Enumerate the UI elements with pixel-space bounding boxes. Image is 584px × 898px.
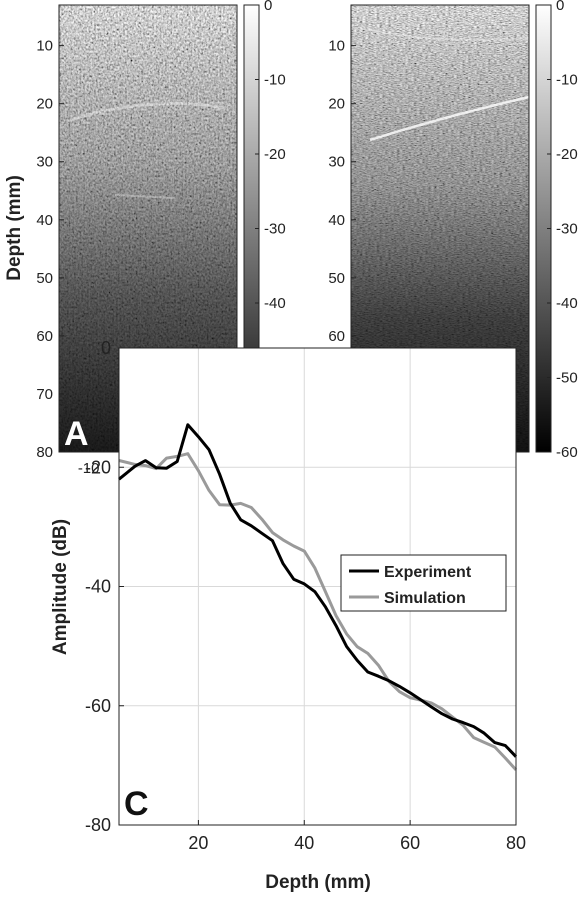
panel-a-interface-line <box>69 102 226 122</box>
panel-c-xtick-label: 20 <box>188 833 208 853</box>
panel-letter-c: C <box>124 785 149 823</box>
panel-b-interface-line <box>369 95 530 142</box>
panel-c-ytick-label: -80 <box>85 815 111 835</box>
panel-c-axes: 20 40 60 80 0 -20 -40 -60 -80 <box>85 338 526 853</box>
panel-b-colorbar-tick-label: 0 <box>556 0 564 14</box>
panel-b-colorbar-tick-label: -60 <box>556 444 578 461</box>
series-line-experiment <box>118 423 518 758</box>
panel-b-colorbar-tick-label: -20 <box>556 146 578 163</box>
panel-a-colorbar-tick-label: -20 <box>264 146 286 163</box>
panel-b-ytick-label: 40 <box>328 212 345 229</box>
panel-b-interface-line <box>359 27 530 42</box>
series-line-simulation <box>118 452 518 771</box>
panel-a-ytick-label: 20 <box>36 96 53 113</box>
panel-a-ytick-label: 30 <box>36 154 53 171</box>
panel-b-ytick-label: 10 <box>328 38 345 55</box>
panel-a-colorbar-tick-label: 0 <box>264 0 272 14</box>
panel-letter-a: A <box>64 415 89 453</box>
panel-a-xtick-label: -10 <box>78 460 100 477</box>
panel-b-colorbar-tick-label: -40 <box>556 295 578 312</box>
panel-a-ytick-label: 80 <box>36 444 53 461</box>
legend: Experiment Simulation <box>340 554 507 612</box>
panel-c-xtick-label: 40 <box>294 833 314 853</box>
panel-c-ytick-label: 0 <box>101 338 111 358</box>
panel-c-xlabel: Depth (mm) <box>265 872 371 893</box>
panel-a-ytick-label: 70 <box>36 386 53 403</box>
panel-b-ytick-label: 20 <box>328 96 345 113</box>
panel-c-series <box>118 423 518 771</box>
panel-c-xtick-label: 60 <box>400 833 420 853</box>
panel-a-ytick-label: 40 <box>36 212 53 229</box>
panel-b-ytick-label: 30 <box>328 154 345 171</box>
legend-label-simulation: Simulation <box>384 590 466 607</box>
panel-c-ytick-label: -20 <box>85 457 111 477</box>
panel-b-colorbar-tick-label: -30 <box>556 221 578 238</box>
panel-c-ytick-label: -60 <box>85 696 111 716</box>
legend-label-experiment: Experiment <box>384 564 472 581</box>
panel-a-colorbar-tick-label: -10 <box>264 72 286 89</box>
panel-b-colorbar-tick-label: -10 <box>556 72 578 89</box>
panel-c-ytick-label: -40 <box>85 577 111 597</box>
panel-a-colorbar-tick-label: -40 <box>264 295 286 312</box>
panel-a: A 1020304050607080-100100-10-20-30-40-50… <box>4 0 286 502</box>
panel-a-ytick-label: 60 <box>36 328 53 345</box>
panel-b-colorbar-tick-label: -50 <box>556 370 578 387</box>
panel-a-interface-line <box>114 194 176 199</box>
panel-a-ytick-label: 50 <box>36 270 53 287</box>
panel-a-ytick-label: 10 <box>36 38 53 55</box>
panel-b-ytick-label: 50 <box>328 270 345 287</box>
panel-a-ylabel: Depth (mm) <box>4 175 25 281</box>
panel-c: 20 40 60 80 0 -20 -40 -60 -80 C Experiment Simul… <box>50 338 526 893</box>
panel-b-ytick-label: 60 <box>328 328 345 345</box>
panel-a-colorbar-tick-label: -30 <box>264 221 286 238</box>
panel-c-ylabel: Amplitude (dB) <box>50 519 71 655</box>
panel-c-xtick-label: 80 <box>506 833 526 853</box>
